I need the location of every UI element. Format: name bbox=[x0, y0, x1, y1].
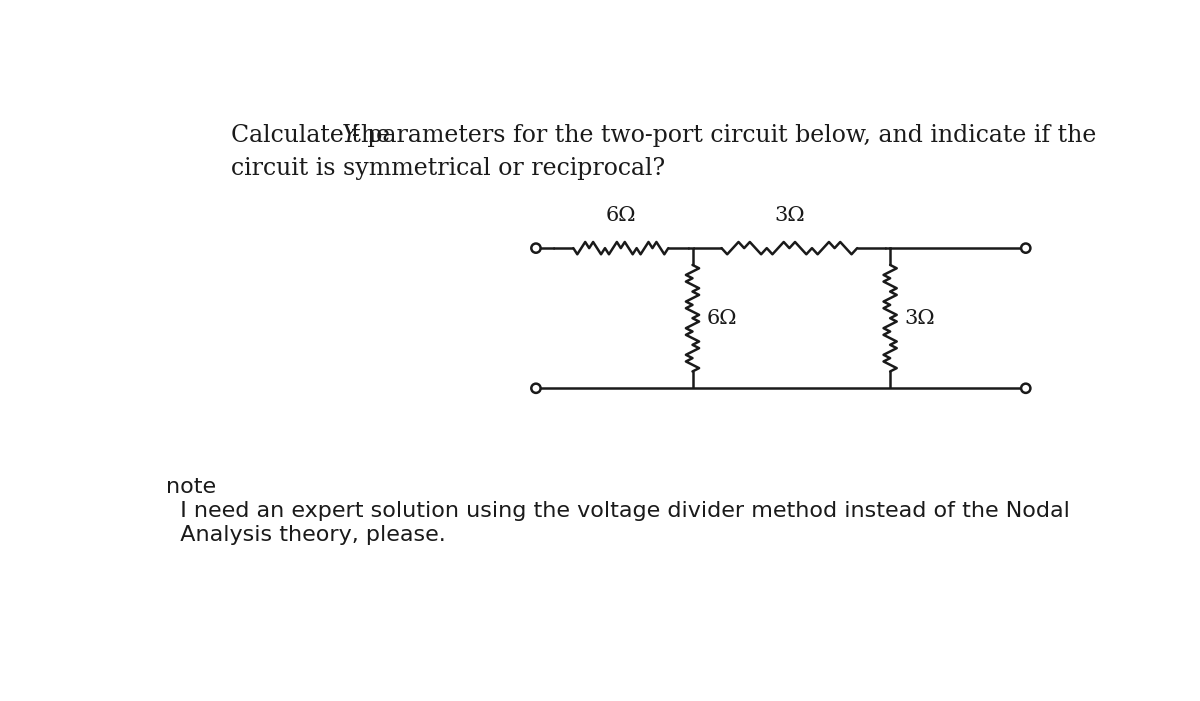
Text: Analysis theory, please.: Analysis theory, please. bbox=[166, 524, 445, 545]
Circle shape bbox=[532, 243, 541, 253]
Circle shape bbox=[532, 383, 541, 393]
Text: circuit is symmetrical or reciprocal?: circuit is symmetrical or reciprocal? bbox=[232, 157, 666, 180]
Text: I need an expert solution using the voltage divider method instead of the Nodal: I need an expert solution using the volt… bbox=[166, 501, 1069, 522]
Text: Calculate the: Calculate the bbox=[232, 124, 398, 147]
Text: 6Ω: 6Ω bbox=[606, 206, 636, 225]
Text: 3Ω: 3Ω bbox=[904, 308, 935, 327]
Text: 6Ω: 6Ω bbox=[707, 308, 737, 327]
Text: Y: Y bbox=[342, 124, 358, 147]
Circle shape bbox=[1021, 243, 1031, 253]
Text: note: note bbox=[166, 477, 216, 497]
Circle shape bbox=[1021, 383, 1031, 393]
Text: - parameters for the two-port circuit below, and indicate if the: - parameters for the two-port circuit be… bbox=[352, 124, 1096, 147]
Text: 3Ω: 3Ω bbox=[774, 206, 805, 225]
